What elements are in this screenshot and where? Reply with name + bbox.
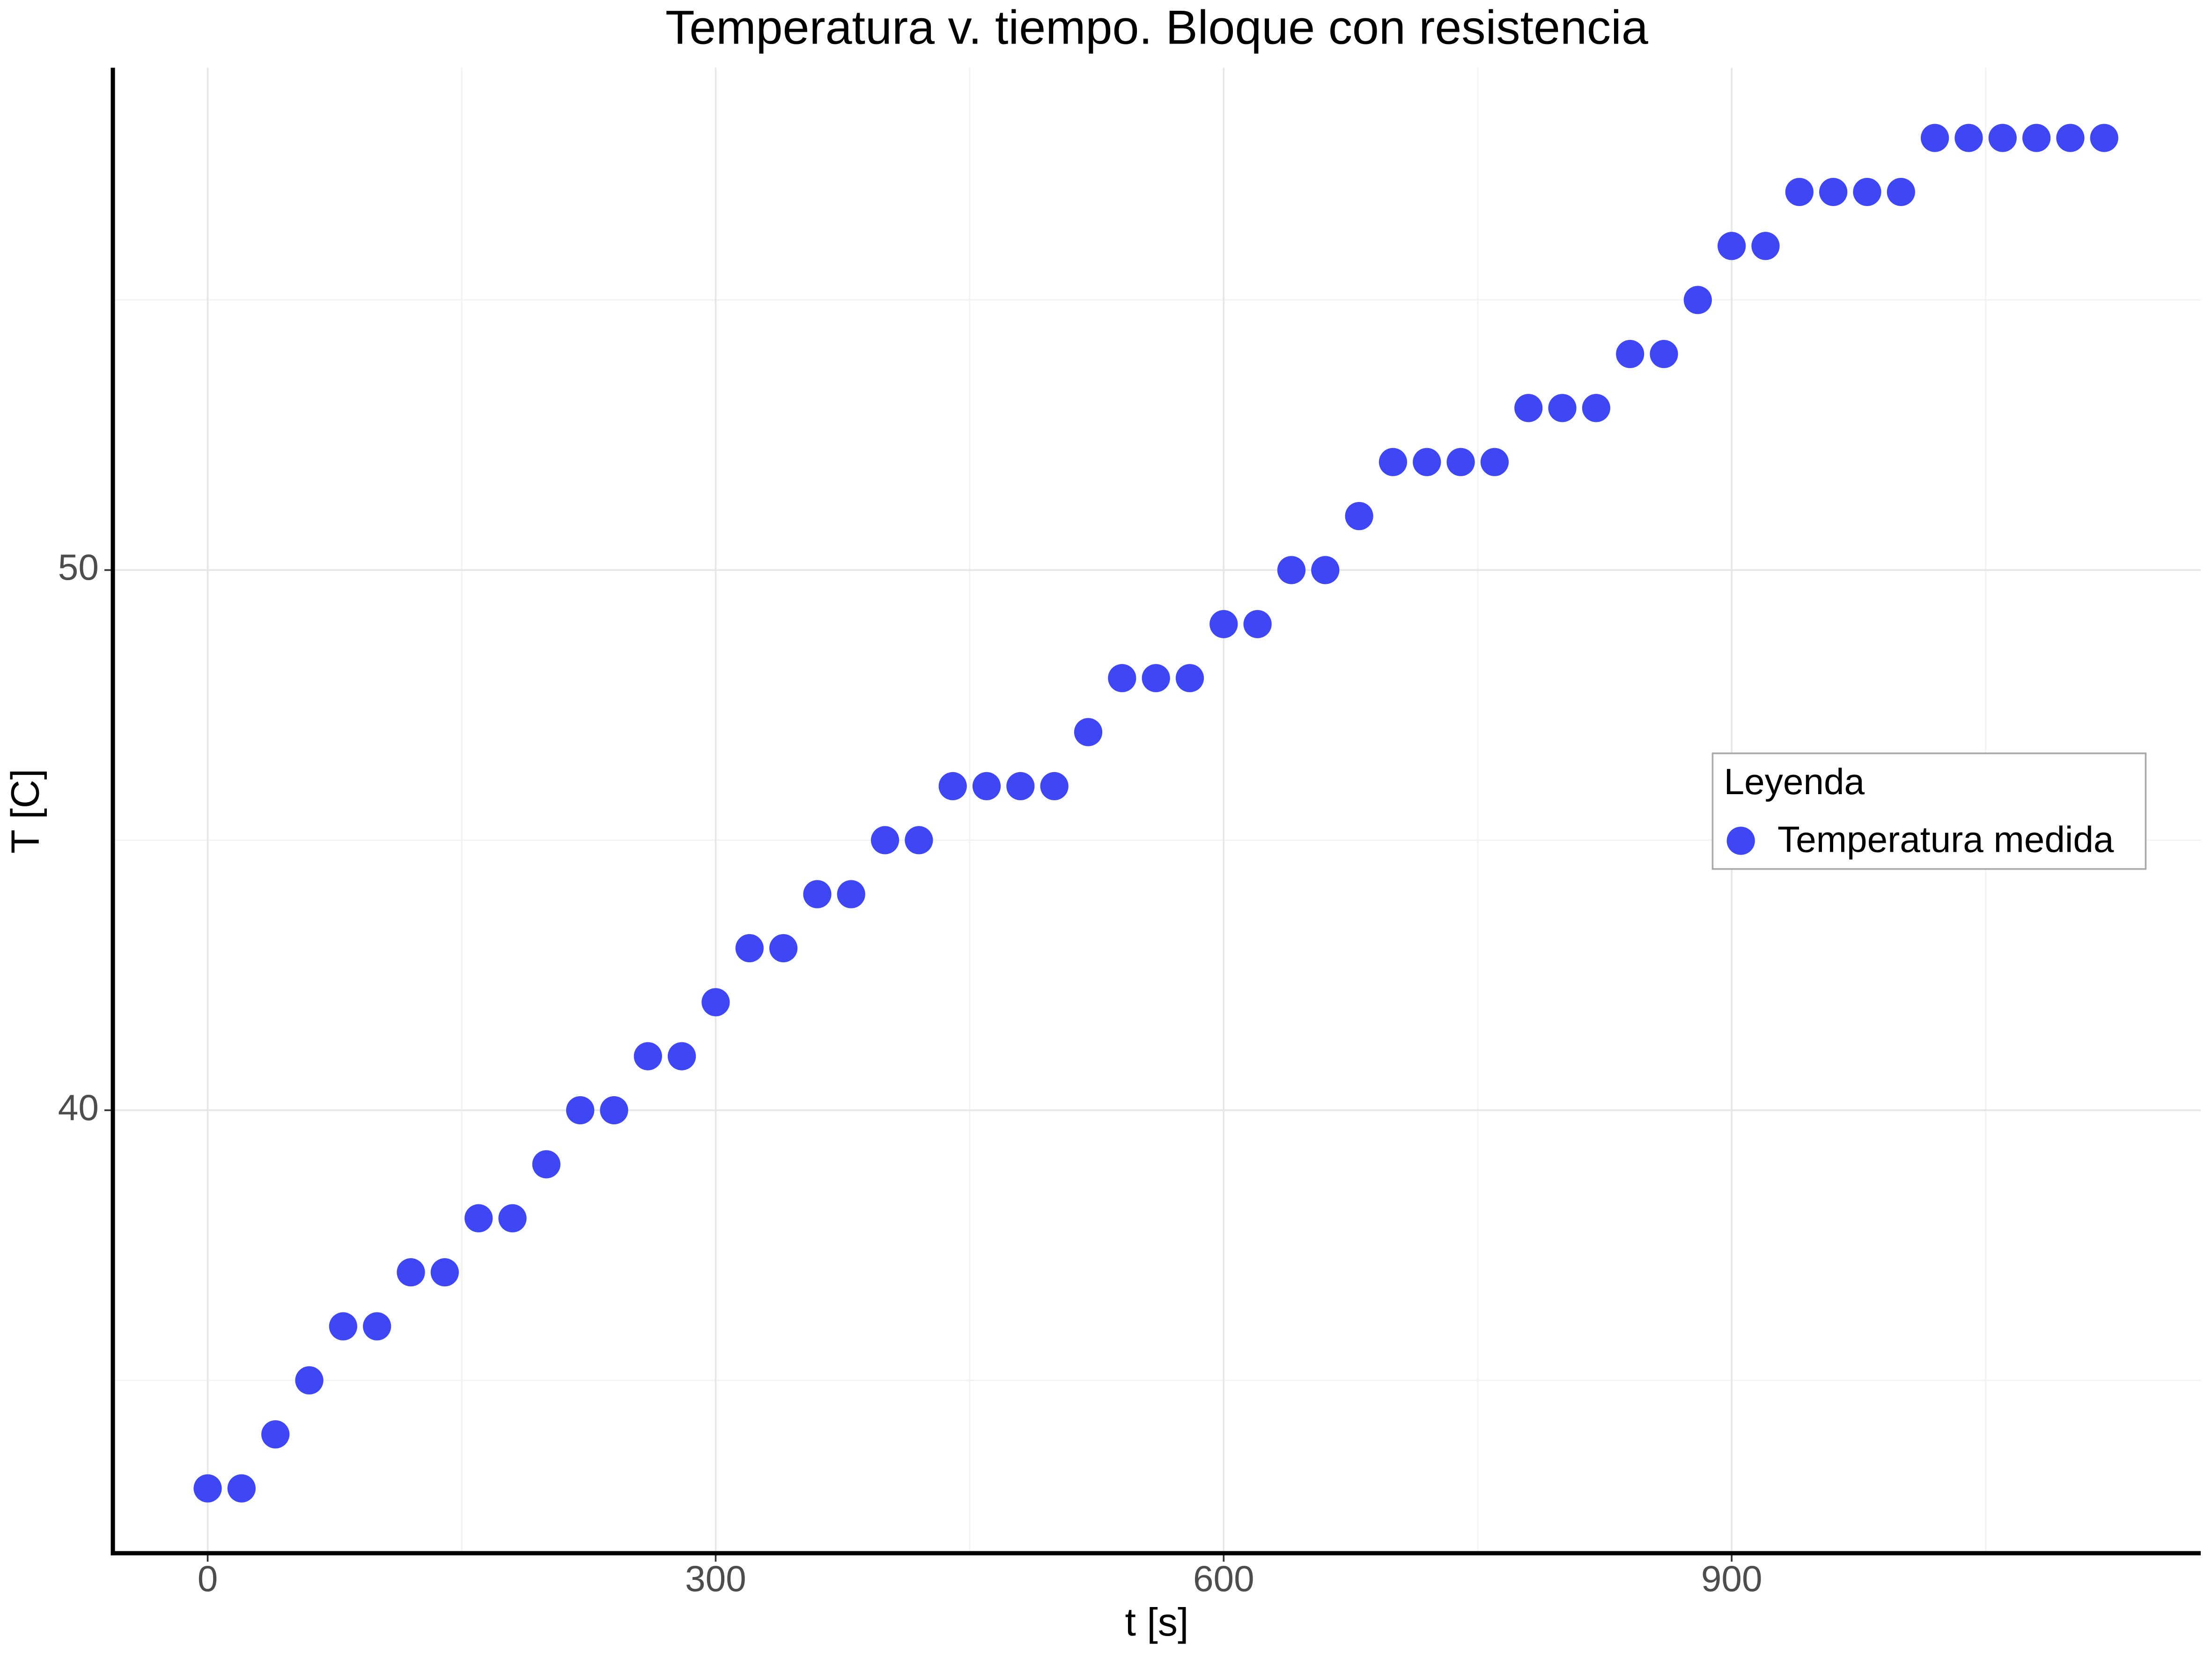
point: [1277, 556, 1306, 584]
point: [1887, 177, 1915, 206]
legend: Leyenda Temperatura medida: [1711, 752, 2147, 870]
point: [2022, 124, 2051, 152]
point: [261, 1420, 290, 1449]
point: [1480, 448, 1509, 476]
point: [295, 1366, 324, 1395]
point: [1954, 124, 1983, 152]
point: [1650, 339, 1678, 369]
point: [905, 826, 933, 855]
point: [2056, 124, 2085, 152]
point: [227, 1474, 256, 1503]
point: [532, 1150, 560, 1179]
y-tick-label: 50: [58, 546, 99, 588]
point: [938, 772, 967, 801]
point: [667, 1042, 696, 1070]
point: [972, 772, 1001, 801]
point: [566, 1096, 595, 1125]
point: [1074, 718, 1103, 746]
point: [1243, 610, 1272, 638]
point: [1413, 448, 1441, 476]
point: [1311, 556, 1340, 584]
point: [1548, 394, 1577, 422]
point: [1718, 232, 1746, 260]
x-tick-label: 300: [685, 1558, 746, 1599]
x-tick-label: 600: [1193, 1558, 1254, 1599]
point: [1514, 394, 1543, 422]
point: [329, 1312, 357, 1341]
y-tick-label: 40: [58, 1087, 99, 1128]
point: [870, 826, 900, 855]
point: [1142, 664, 1170, 693]
point: [498, 1204, 527, 1232]
x-axis-title: t [s]: [1125, 1600, 1189, 1644]
point: [1751, 232, 1780, 260]
point: [1175, 664, 1204, 693]
point: [1988, 124, 2017, 152]
point: [1853, 177, 1881, 206]
legend-marker: [1726, 826, 1755, 855]
point: [1921, 124, 1949, 152]
y-axis-title: T [C]: [3, 769, 47, 854]
point: [193, 1474, 222, 1503]
point: [1006, 772, 1035, 801]
legend-box: [1711, 752, 2147, 870]
point: [1209, 610, 1238, 638]
point: [634, 1042, 662, 1070]
point: [1108, 664, 1136, 693]
point: [837, 880, 865, 908]
point: [1446, 448, 1475, 476]
point: [600, 1096, 628, 1125]
point: [1040, 772, 1069, 801]
point: [1345, 501, 1373, 531]
point: [1819, 177, 1848, 206]
point: [1379, 448, 1408, 476]
chart-title: Temperatura v. tiempo. Bloque con resist…: [665, 0, 1648, 54]
point: [735, 934, 764, 963]
point: [465, 1204, 493, 1232]
point: [1582, 394, 1611, 422]
point: [1616, 339, 1644, 369]
legend-label: Temperatura medida: [1777, 818, 2114, 860]
point: [430, 1258, 459, 1287]
point: [701, 988, 730, 1017]
point: [1683, 286, 1712, 314]
point: [2090, 124, 2118, 152]
point: [769, 934, 798, 963]
x-tick-label: 900: [1701, 1558, 1762, 1599]
point: [363, 1312, 391, 1341]
legend-title: Leyenda: [1724, 761, 1865, 802]
point: [803, 880, 832, 908]
point: [397, 1258, 425, 1287]
x-tick-label: 0: [198, 1558, 218, 1599]
point: [1785, 177, 1814, 206]
